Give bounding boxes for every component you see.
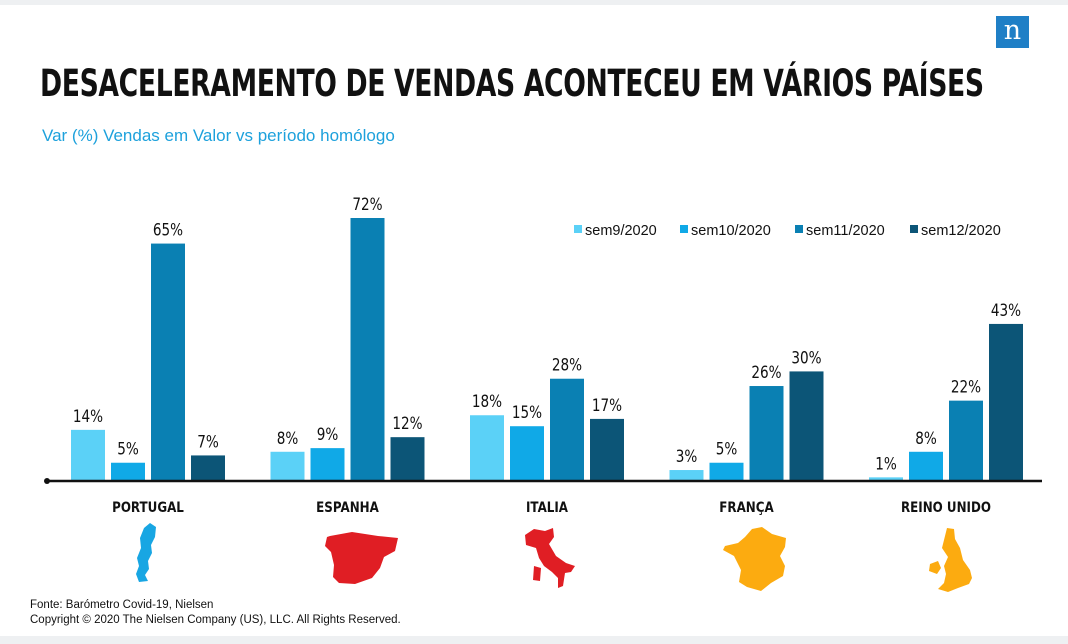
value-label-reino-unido-sem12-2020: 43% bbox=[991, 300, 1021, 320]
bar-franca-sem12-2020 bbox=[789, 371, 824, 481]
bar-portugal-sem11-2020 bbox=[151, 243, 185, 481]
category-label-portugal: PORTUGAL bbox=[112, 500, 184, 516]
value-label-portugal-sem12-2020: 7% bbox=[197, 432, 219, 452]
value-label-franca-sem12-2020: 30% bbox=[791, 348, 821, 368]
map-reino-unido bbox=[929, 528, 972, 592]
bar-franca-sem11-2020 bbox=[749, 386, 784, 481]
value-label-franca-sem11-2020: 26% bbox=[751, 363, 781, 383]
bar-italia-sem11-2020 bbox=[550, 378, 584, 481]
legend-swatch-sem9-2020 bbox=[574, 225, 582, 233]
bar-portugal-sem12-2020 bbox=[191, 455, 225, 481]
bar-espanha-sem11-2020 bbox=[350, 218, 385, 481]
category-label-franca: FRANÇA bbox=[719, 500, 773, 516]
value-label-espanha-sem12-2020: 12% bbox=[392, 414, 422, 434]
country-maps-group bbox=[136, 523, 972, 592]
bar-reino-unido-sem11-2020 bbox=[949, 400, 983, 481]
legend-label-sem9-2020: sem9/2020 bbox=[585, 223, 657, 239]
legend-swatch-sem11-2020 bbox=[795, 225, 803, 233]
chart-title: DESACELERAMENTO DE VENDAS ACONTECEU EM V… bbox=[40, 62, 984, 105]
source-note: Fonte: Barómetro Covid-19, Nielsen Copyr… bbox=[30, 598, 401, 628]
bar-italia-sem9-2020 bbox=[470, 415, 504, 481]
copyright-text: Copyright © 2020 The Nielsen Company (US… bbox=[30, 614, 401, 626]
category-label-reino-unido: REINO UNIDO bbox=[901, 500, 991, 516]
legend-swatch-sem10-2020 bbox=[680, 225, 688, 233]
top-rule bbox=[0, 0, 1068, 5]
chart-subtitle: Var (%) Vendas em Valor vs período homól… bbox=[42, 126, 395, 145]
bar-franca-sem9-2020 bbox=[669, 470, 704, 481]
bar-reino-unido-sem12-2020 bbox=[989, 323, 1023, 481]
legend-label-sem12-2020: sem12/2020 bbox=[921, 223, 1001, 239]
category-label-espanha: ESPANHA bbox=[316, 500, 379, 516]
legend-label-sem10-2020: sem10/2020 bbox=[691, 223, 771, 239]
source-text: Fonte: Barómetro Covid-19, Nielsen bbox=[30, 599, 214, 611]
category-label-italia: ITALIA bbox=[526, 500, 568, 516]
map-espanha bbox=[325, 532, 398, 584]
category-labels-group: PORTUGAL ESPANHA ITALIA FRANÇA REINO UNIDO bbox=[112, 500, 991, 516]
value-labels-group: 14% 5% 65% 7% 8% 9% 72% 12% 18% 15% 28% 17% 3% 5% 26% 3… bbox=[73, 195, 1021, 474]
legend-swatch-sem12-2020 bbox=[910, 225, 918, 233]
bar-italia-sem12-2020 bbox=[590, 418, 624, 481]
value-label-italia-sem12-2020: 17% bbox=[592, 395, 622, 415]
value-label-reino-unido-sem10-2020: 8% bbox=[915, 428, 937, 448]
map-italia bbox=[525, 528, 575, 588]
value-label-franca-sem9-2020: 3% bbox=[676, 447, 698, 467]
nielsen-logo: n bbox=[996, 16, 1029, 48]
value-label-italia-sem9-2020: 18% bbox=[472, 392, 502, 412]
bar-espanha-sem10-2020 bbox=[310, 448, 345, 481]
bar-espanha-sem12-2020 bbox=[390, 437, 425, 481]
bars-group bbox=[71, 218, 1023, 481]
bar-reino-unido-sem9-2020 bbox=[869, 477, 903, 481]
map-portugal bbox=[136, 523, 156, 582]
value-label-portugal-sem9-2020: 14% bbox=[73, 406, 103, 426]
bar-portugal-sem10-2020 bbox=[111, 462, 145, 481]
value-label-reino-unido-sem11-2020: 22% bbox=[951, 377, 981, 397]
legend-label-sem11-2020: sem11/2020 bbox=[806, 223, 885, 239]
value-label-italia-sem11-2020: 28% bbox=[552, 355, 582, 375]
x-axis-end-dot bbox=[44, 478, 50, 484]
value-label-franca-sem10-2020: 5% bbox=[716, 439, 738, 459]
value-label-espanha-sem10-2020: 9% bbox=[317, 425, 339, 445]
value-label-portugal-sem10-2020: 5% bbox=[117, 439, 139, 459]
value-label-portugal-sem11-2020: 65% bbox=[153, 220, 183, 240]
bar-italia-sem10-2020 bbox=[510, 426, 544, 481]
value-label-reino-unido-sem9-2020: 1% bbox=[875, 454, 897, 474]
value-label-espanha-sem9-2020: 8% bbox=[277, 428, 299, 448]
bar-espanha-sem9-2020 bbox=[270, 451, 305, 481]
map-franca bbox=[723, 527, 786, 591]
bar-franca-sem10-2020 bbox=[709, 462, 744, 481]
legend: sem9/2020 sem10/2020 sem11/2020 sem12/2020 bbox=[574, 223, 1001, 239]
bar-reino-unido-sem10-2020 bbox=[909, 451, 943, 481]
value-label-italia-sem10-2020: 15% bbox=[512, 403, 542, 423]
value-label-espanha-sem11-2020: 72% bbox=[352, 195, 382, 215]
bottom-rule bbox=[0, 636, 1068, 644]
bar-portugal-sem9-2020 bbox=[71, 429, 105, 481]
